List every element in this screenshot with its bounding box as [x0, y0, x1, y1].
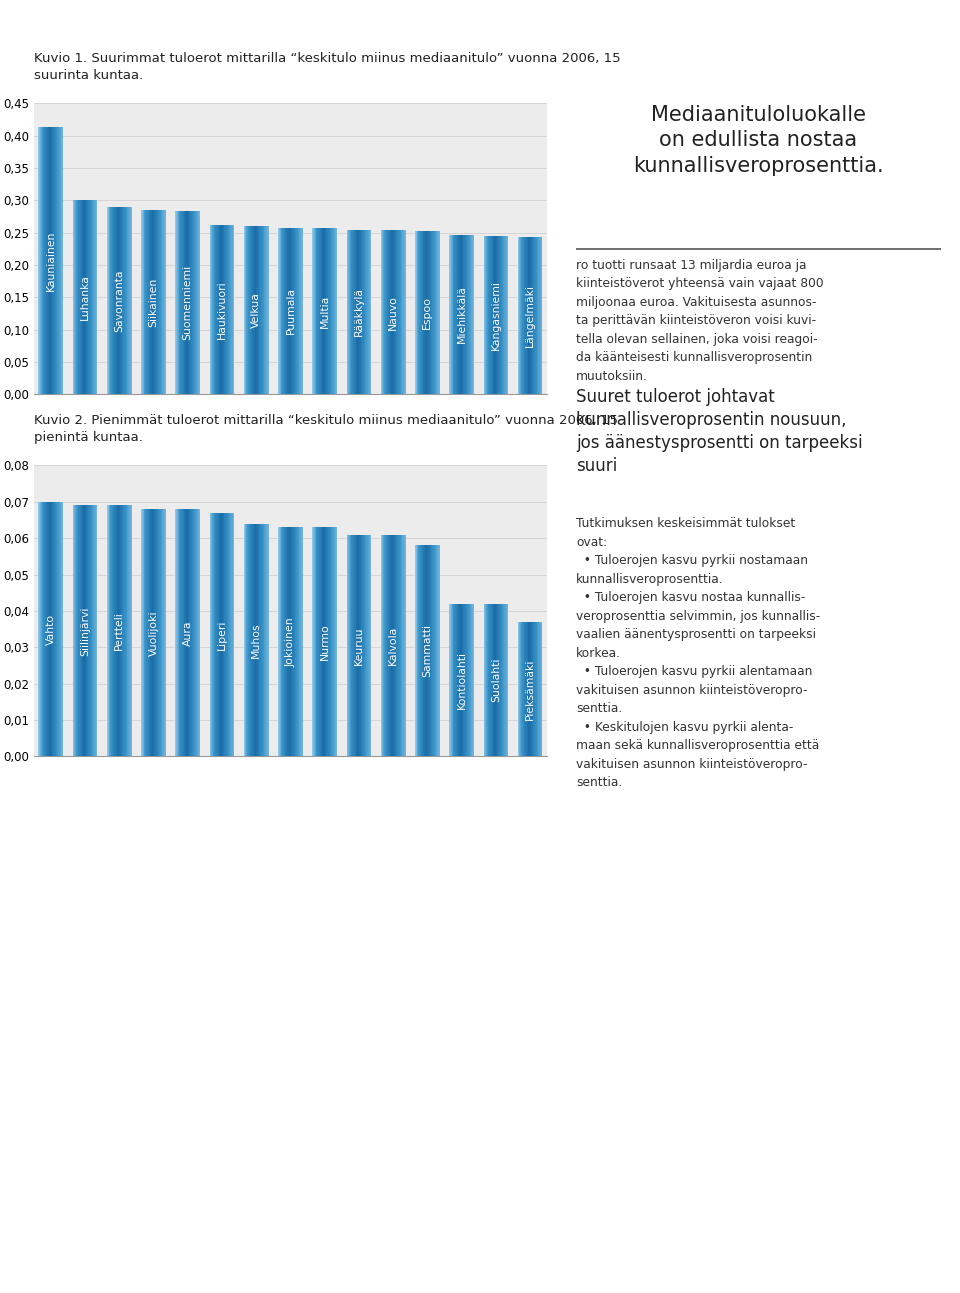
Text: Savonranta: Savonranta — [114, 269, 124, 332]
Text: Nauvo: Nauvo — [388, 295, 398, 330]
Text: ro tuotti runsaat 13 miljardia euroa ja
kiinteistöverot yhteensä vain vajaat 800: ro tuotti runsaat 13 miljardia euroa ja … — [576, 259, 824, 383]
Text: Vuolijoki: Vuolijoki — [149, 610, 158, 656]
Text: Pieksämäki: Pieksämäki — [525, 658, 535, 720]
Text: Espoo: Espoo — [422, 296, 432, 330]
Text: Miehikkälä: Miehikkälä — [457, 286, 467, 344]
Text: Jokioinen: Jokioinen — [285, 617, 296, 667]
Text: Suuret tuloerot johtavat
kunnallisveroprosentin nousuun,
jos äänestysprosentti o: Suuret tuloerot johtavat kunnallisveropr… — [576, 388, 863, 475]
Text: Pertteli: Pertteli — [114, 612, 124, 650]
Text: Muhos: Muhos — [252, 622, 261, 658]
Text: Mediaanituloluokalle
on edullista nostaa
kunnallisveroprosenttia.: Mediaanituloluokalle on edullista nostaa… — [633, 105, 884, 176]
Text: Aura: Aura — [182, 621, 193, 645]
Text: Luhanka: Luhanka — [80, 274, 90, 319]
Text: Siikainen: Siikainen — [149, 278, 158, 327]
Text: Puumala: Puumala — [285, 287, 296, 335]
Text: Keuruu: Keuruu — [354, 626, 364, 665]
Text: Kontiolahti: Kontiolahti — [457, 652, 467, 709]
Text: Velkua: Velkua — [252, 292, 261, 328]
Text: Rääkkylä: Rääkkylä — [354, 287, 364, 336]
Text: Längelmäki: Längelmäki — [525, 284, 535, 347]
Text: Suomenniemi: Suomenniemi — [182, 265, 193, 340]
Text: Sammatti: Sammatti — [422, 625, 432, 678]
Text: Kuvio 1. Suurimmat tuloerot mittarilla “keskitulo miinus mediaanitulo” vuonna 20: Kuvio 1. Suurimmat tuloerot mittarilla “… — [34, 52, 620, 81]
Text: Liperi: Liperi — [217, 619, 227, 650]
Text: Kangasniemi: Kangasniemi — [491, 281, 501, 350]
Text: Suolahti: Suolahti — [491, 658, 501, 702]
Text: Kalvola: Kalvola — [388, 626, 398, 665]
Text: Vahto: Vahto — [46, 614, 56, 645]
Text: Kauniainen: Kauniainen — [46, 230, 56, 291]
Text: Haukivuori: Haukivuori — [217, 281, 227, 339]
Text: Multia: Multia — [320, 295, 329, 328]
Text: Siilinjärvi: Siilinjärvi — [80, 606, 90, 656]
Text: Kuvio 2. Pienimmät tuloerot mittarilla “keskitulo miinus mediaanitulo” vuonna 20: Kuvio 2. Pienimmät tuloerot mittarilla “… — [34, 414, 617, 443]
Text: Tutkimuksen keskeisimmät tulokset
ovat:
  • Tuloerojen kasvu pyrkii nostamaan
ku: Tutkimuksen keskeisimmät tulokset ovat: … — [576, 517, 820, 789]
Text: Nurmo: Nurmo — [320, 623, 329, 661]
